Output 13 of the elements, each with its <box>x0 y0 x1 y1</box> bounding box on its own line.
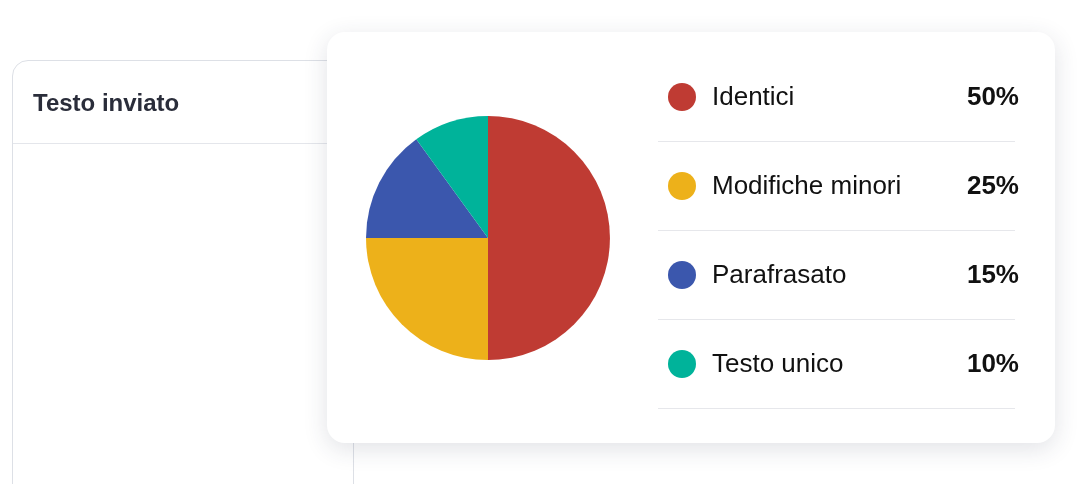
pie-slice <box>416 116 488 238</box>
legend-label: Parafrasato <box>712 259 847 290</box>
text: Testo inviato <box>33 89 180 117</box>
legend-label: Modifiche minori <box>712 170 902 201</box>
data-label: 10% <box>966 348 1019 379</box>
legend-label: Testo unico <box>712 348 844 379</box>
data-label: 25% <box>966 170 1019 201</box>
data-label: 50% <box>966 81 1019 112</box>
pie-slice <box>366 139 488 238</box>
pie-slice <box>488 116 610 360</box>
data-label: 15% <box>966 259 1019 290</box>
pie-slice <box>366 238 488 360</box>
legend-label: Identici <box>712 81 795 112</box>
